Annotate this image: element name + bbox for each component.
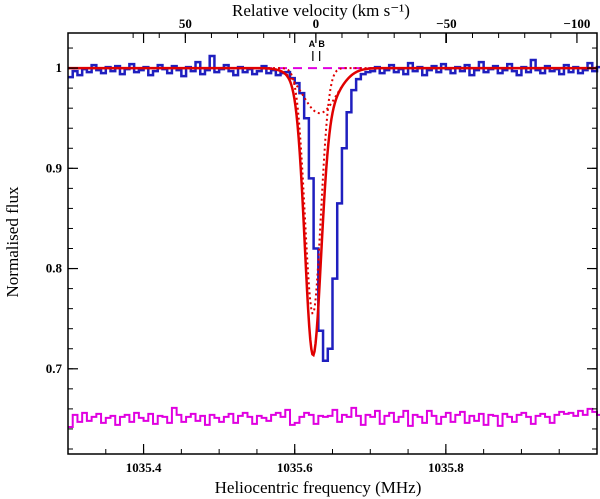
plot-frame	[67, 32, 598, 455]
y-tick-label: 0.8	[46, 261, 63, 276]
top-tick-label: 0	[313, 16, 320, 31]
y-axis-title: Normalised flux	[3, 186, 22, 297]
component-label-a: A	[309, 39, 316, 49]
top-tick-label: 50	[179, 16, 192, 31]
top-tick-label: −50	[436, 16, 456, 31]
y-tick-label: 1	[56, 60, 63, 75]
x-tick-label: 1035.8	[428, 460, 464, 475]
total-fit-curve	[68, 66, 597, 358]
y-tick-label: 0.9	[46, 160, 63, 175]
component-label-b: B	[318, 39, 325, 49]
x-tick-label: 1035.6	[277, 460, 313, 475]
y-tick-label: 0.7	[46, 361, 63, 376]
fit-component-a-curve	[68, 67, 597, 315]
top-axis-title: Relative velocity (km s⁻¹)	[232, 1, 410, 20]
top-tick-label: −100	[563, 16, 590, 31]
x-axis-title: Heliocentric frequency (MHz)	[215, 478, 422, 497]
residual-histogram	[68, 406, 600, 428]
x-tick-label: 1035.4	[126, 460, 162, 475]
